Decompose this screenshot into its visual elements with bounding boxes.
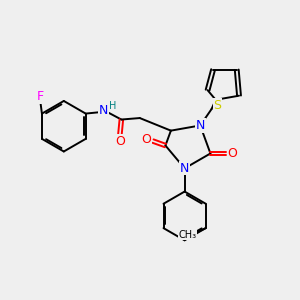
Text: O: O xyxy=(115,135,125,148)
Text: S: S xyxy=(213,99,221,112)
Text: N: N xyxy=(99,104,108,117)
Text: N: N xyxy=(196,119,205,132)
Text: CH₃: CH₃ xyxy=(178,230,196,240)
Text: H: H xyxy=(109,101,116,111)
Text: O: O xyxy=(227,147,237,160)
Text: N: N xyxy=(180,162,189,175)
Text: F: F xyxy=(37,90,44,104)
Text: O: O xyxy=(142,133,152,146)
